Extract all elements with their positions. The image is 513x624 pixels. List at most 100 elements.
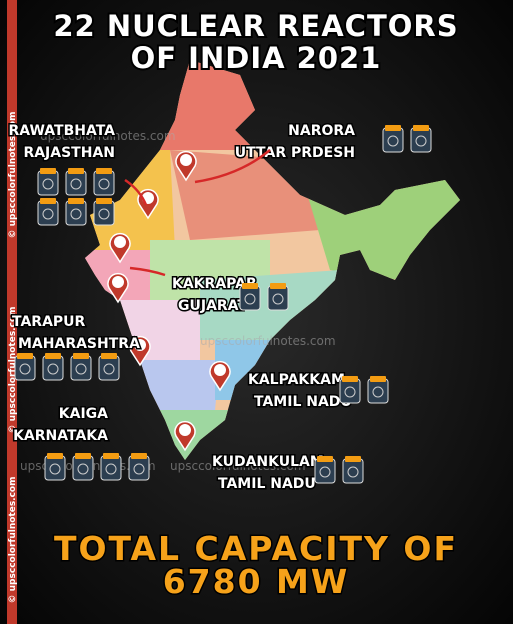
battery-body xyxy=(382,127,404,153)
atom xyxy=(105,463,117,475)
title: OF INDIA 2021 xyxy=(131,41,382,75)
footer: 6780 MW xyxy=(163,562,350,601)
reactor-icon xyxy=(367,376,389,404)
pin-head xyxy=(134,339,146,351)
site-name: NARORA xyxy=(288,123,355,139)
watermark: upsccolorfulnotes.com xyxy=(170,459,306,473)
site-state: TAMIL NADU xyxy=(254,394,352,410)
battery-body xyxy=(314,458,336,484)
site-state: GUJARAT xyxy=(178,298,247,314)
reactor-icon xyxy=(37,168,59,196)
battery-cap xyxy=(47,453,63,459)
side-watermark: © upsccolorfulnotes.com xyxy=(8,307,18,434)
site-name: KAIGA xyxy=(59,406,108,422)
reactor-icon xyxy=(314,456,336,484)
reactor-icon xyxy=(70,353,92,381)
reactor-icon xyxy=(44,453,66,481)
battery-body xyxy=(410,127,432,153)
atom xyxy=(103,363,115,375)
atom xyxy=(49,463,61,475)
site-name: TARAPUR xyxy=(12,314,86,330)
pin-head xyxy=(114,236,126,248)
battery-cap xyxy=(103,453,119,459)
battery-body xyxy=(42,355,64,381)
site-state: MAHARASHTRA xyxy=(18,336,140,352)
atom xyxy=(47,363,59,375)
pin-head xyxy=(214,364,226,376)
pin-head xyxy=(112,276,124,288)
side-watermark: © upsccolorfulnotes.com xyxy=(8,477,18,604)
reactor-icon xyxy=(410,125,432,153)
battery-body xyxy=(128,455,150,481)
reactor-icon xyxy=(42,353,64,381)
reactor-icon xyxy=(267,283,289,311)
reactor-icon xyxy=(100,453,122,481)
atom xyxy=(347,466,359,478)
battery-cap xyxy=(317,456,333,462)
battery-body xyxy=(44,455,66,481)
battery-body xyxy=(239,285,261,311)
battery-body xyxy=(100,455,122,481)
atom xyxy=(42,208,54,220)
pin-head xyxy=(180,154,192,166)
battery-cap xyxy=(96,168,112,174)
atom xyxy=(387,135,399,147)
battery-cap xyxy=(242,283,258,289)
arrow xyxy=(129,266,166,277)
battery-cap xyxy=(131,453,147,459)
battery-cap xyxy=(385,125,401,131)
atom xyxy=(75,363,87,375)
battery-cap xyxy=(68,198,84,204)
battery-cap xyxy=(342,376,358,382)
reactor-icon xyxy=(72,453,94,481)
site-name: KALPAKKAM xyxy=(248,372,345,388)
battery-cap xyxy=(68,168,84,174)
atom xyxy=(19,363,31,375)
battery-body xyxy=(367,378,389,404)
battery-body xyxy=(267,285,289,311)
footer: TOTAL CAPACITY OF xyxy=(54,529,458,568)
atom xyxy=(272,293,284,305)
pin-head xyxy=(179,424,191,436)
site-name: KAKRAPAR xyxy=(172,276,257,292)
atom xyxy=(77,463,89,475)
atom xyxy=(70,178,82,190)
reactor-icon xyxy=(14,353,36,381)
site-state: RAJASTHAN xyxy=(23,145,115,161)
atom xyxy=(42,178,54,190)
title: 22 NUCLEAR REACTORS xyxy=(53,9,458,43)
atom xyxy=(344,386,356,398)
atom xyxy=(372,386,384,398)
watermark: upsccolorfulnotes.com xyxy=(200,334,336,348)
battery-body xyxy=(93,170,115,196)
battery-body xyxy=(37,170,59,196)
side-strip xyxy=(7,0,17,624)
site-state: TAMIL NADU xyxy=(218,476,316,492)
battery-body xyxy=(93,200,115,226)
reactor-icon xyxy=(93,198,115,226)
side-watermark: © upsccolorfulnotes.com xyxy=(8,112,18,239)
atom xyxy=(98,178,110,190)
reactor-icon xyxy=(128,453,150,481)
battery-cap xyxy=(73,353,89,359)
arrow xyxy=(194,149,271,184)
battery-cap xyxy=(101,353,117,359)
reactor-icon xyxy=(239,283,261,311)
battery-cap xyxy=(413,125,429,131)
watermark: upsccolorfulnotes.com xyxy=(40,129,176,143)
reactor-icon xyxy=(65,198,87,226)
reactor-icon xyxy=(382,125,404,153)
battery-cap xyxy=(96,198,112,204)
battery-body xyxy=(342,458,364,484)
site-state: KARNATAKA xyxy=(13,428,108,444)
atom xyxy=(133,463,145,475)
atom xyxy=(244,293,256,305)
battery-cap xyxy=(75,453,91,459)
battery-cap xyxy=(345,456,361,462)
atom xyxy=(70,208,82,220)
battery-body xyxy=(70,355,92,381)
reactor-icon xyxy=(339,376,361,404)
site-name: RAWATBHATA xyxy=(8,123,115,139)
